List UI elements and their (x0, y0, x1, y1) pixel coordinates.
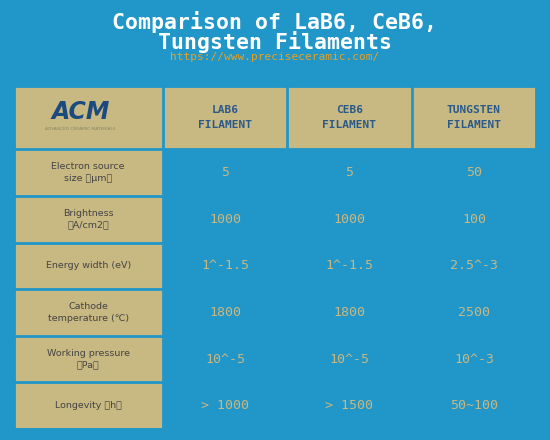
Text: 100: 100 (462, 213, 486, 226)
Text: 1^-1.5: 1^-1.5 (326, 259, 373, 272)
Bar (163, 242, 287, 289)
Bar (412, 289, 536, 336)
Text: > 1500: > 1500 (326, 399, 373, 412)
Bar (287, 149, 412, 196)
Text: 5: 5 (345, 166, 354, 179)
Bar (287, 336, 412, 382)
Text: 2.5^-3: 2.5^-3 (450, 259, 498, 272)
Bar (14, 196, 163, 242)
Text: LAB6
FILAMENT: LAB6 FILAMENT (198, 105, 252, 130)
Text: 10^-3: 10^-3 (454, 352, 494, 366)
Bar (163, 196, 287, 242)
Text: 2500: 2500 (458, 306, 490, 319)
Text: Brightness
（A/cm2）: Brightness （A/cm2） (63, 209, 113, 230)
Bar (412, 382, 536, 429)
Text: Electron source
size （μm）: Electron source size （μm） (52, 162, 125, 183)
Text: 50: 50 (466, 166, 482, 179)
Text: Working pressure
（Pa）: Working pressure （Pa） (47, 348, 130, 370)
Text: https://www.preciseceramic.com/: https://www.preciseceramic.com/ (170, 52, 380, 62)
Text: 1000: 1000 (209, 213, 241, 226)
Text: Tungsten Filaments: Tungsten Filaments (158, 31, 392, 53)
Text: 1800: 1800 (333, 306, 365, 319)
Text: TUNGSTEN
FILAMENT: TUNGSTEN FILAMENT (447, 105, 501, 130)
Bar (163, 336, 287, 382)
Bar (412, 149, 536, 196)
Bar (163, 289, 287, 336)
Text: Cathode
temperature (℃): Cathode temperature (℃) (48, 302, 129, 323)
Text: 5: 5 (221, 166, 229, 179)
Bar (412, 336, 536, 382)
Bar (14, 242, 163, 289)
Bar (287, 382, 412, 429)
Text: Energy width (eV): Energy width (eV) (46, 261, 131, 270)
Bar (14, 382, 163, 429)
Bar (412, 242, 536, 289)
Text: 1^-1.5: 1^-1.5 (201, 259, 249, 272)
Text: > 1000: > 1000 (201, 399, 249, 412)
Bar (14, 149, 163, 196)
Text: 1000: 1000 (333, 213, 365, 226)
Text: 10^-5: 10^-5 (329, 352, 370, 366)
Text: CEB6
FILAMENT: CEB6 FILAMENT (322, 105, 376, 130)
Text: ACM: ACM (52, 100, 110, 124)
Bar (14, 86, 536, 429)
Bar (163, 149, 287, 196)
Bar (14, 289, 163, 336)
Text: 1800: 1800 (209, 306, 241, 319)
Text: 10^-5: 10^-5 (205, 352, 245, 366)
Bar (287, 196, 412, 242)
Bar (163, 382, 287, 429)
Bar (287, 289, 412, 336)
Bar (14, 336, 163, 382)
Bar (14, 86, 536, 149)
Text: ADVANCED CERAMIC MATERIALS: ADVANCED CERAMIC MATERIALS (46, 127, 116, 131)
Text: Comparison of LaB6, CeB6,: Comparison of LaB6, CeB6, (113, 11, 437, 33)
Bar (287, 242, 412, 289)
Bar (412, 196, 536, 242)
Text: Longevity （h）: Longevity （h） (55, 401, 122, 410)
Text: 50~100: 50~100 (450, 399, 498, 412)
